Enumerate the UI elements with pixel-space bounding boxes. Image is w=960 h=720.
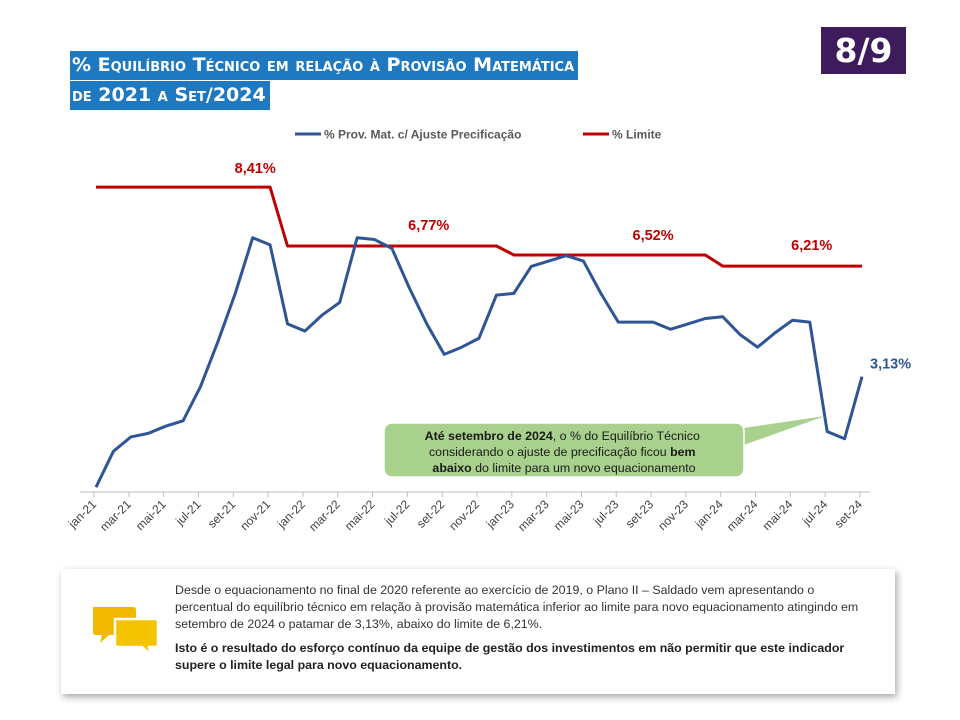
x-tick-label: set-23 <box>623 497 657 531</box>
callout-text-3: do limite para um novo equacionamento <box>475 461 696 475</box>
chart-title-line-1: % Equilíbrio Técnico em relação à Provis… <box>70 51 579 80</box>
x-tick-label: jan-22 <box>274 497 308 531</box>
series-line-limite <box>96 185 862 268</box>
chart-legend: % Prov. Mat. c/ Ajuste Precificação % Lim… <box>295 128 662 142</box>
chart-title-line-2: de 2021 a Set/2024 <box>70 81 270 110</box>
x-tick-label: mai-21 <box>133 497 169 533</box>
callout-text: Até setembro de 2024, o % do Equilíbrio … <box>425 429 704 475</box>
line-chart: % Prov. Mat. c/ Ajuste Precificação % Lim… <box>65 128 912 535</box>
info-paragraph-2: Isto é o resultado do esforço contínuo d… <box>175 641 845 672</box>
data-label: 6,21% <box>791 238 832 254</box>
x-tick-label: mar-23 <box>515 497 552 534</box>
callout-text-1: , o % do Equilíbrio Técnico <box>553 429 700 443</box>
x-tick-label: jan-21 <box>65 497 99 531</box>
info-card: Desde o equacionamento no final de 2020 … <box>61 569 895 694</box>
callout-bold-3: abaixo <box>432 461 472 475</box>
data-label: 6,52% <box>633 228 674 244</box>
callout-pointer <box>730 416 825 447</box>
callout-annotation: Até setembro de 2024, o % do Equilíbrio … <box>383 416 825 478</box>
x-tick-label: mar-22 <box>306 497 343 534</box>
x-tick-label: set-21 <box>205 497 239 531</box>
callout-bold-1: Até setembro de 2024 <box>425 429 553 443</box>
series-lines <box>94 185 864 488</box>
x-tick-label: jul-22 <box>381 497 413 529</box>
page-indicator-badge: 8/9 <box>821 27 906 74</box>
x-tick-label: jan-24 <box>692 497 726 531</box>
info-text: Desde o equacionamento no final de 2020 … <box>175 582 875 681</box>
x-tick-label: jul-21 <box>172 497 204 529</box>
callout-text-2: considerando o ajuste de precificação fi… <box>429 445 667 459</box>
x-tick-label: mai-23 <box>551 497 587 533</box>
callout-box <box>383 422 745 478</box>
legend-label: % Prov. Mat. c/ Ajuste Precificação <box>324 128 521 142</box>
x-tick-label: mar-24 <box>724 497 761 534</box>
x-tick-label: set-22 <box>414 497 448 531</box>
x-tick-label: jul-24 <box>799 497 831 529</box>
x-tick-label: nov-22 <box>446 497 482 533</box>
data-label: 8,41% <box>235 161 276 177</box>
x-tick-label: mai-24 <box>760 497 796 533</box>
x-tick-label: nov-23 <box>655 497 691 533</box>
data-label: 3,13% <box>870 357 911 373</box>
x-tick-label: set-24 <box>832 497 866 531</box>
data-labels: 8,41% 6,77% 6,52% 6,21% 3,13% <box>235 161 912 373</box>
x-tick-label: jan-23 <box>483 497 517 531</box>
data-label: 6,77% <box>408 218 449 234</box>
series-line-prov-mat <box>94 236 864 488</box>
x-tick-label: jul-23 <box>590 497 622 529</box>
chat-bubbles-icon <box>93 607 160 659</box>
x-tick-label: mai-22 <box>342 497 378 533</box>
x-tick-label: mar-21 <box>97 497 134 534</box>
x-tick-label: nov-21 <box>237 497 273 533</box>
legend-label: % Limite <box>612 128 662 142</box>
callout-bold-2: bem <box>670 445 695 459</box>
info-paragraph-1: Desde o equacionamento no final de 2020 … <box>175 583 859 631</box>
